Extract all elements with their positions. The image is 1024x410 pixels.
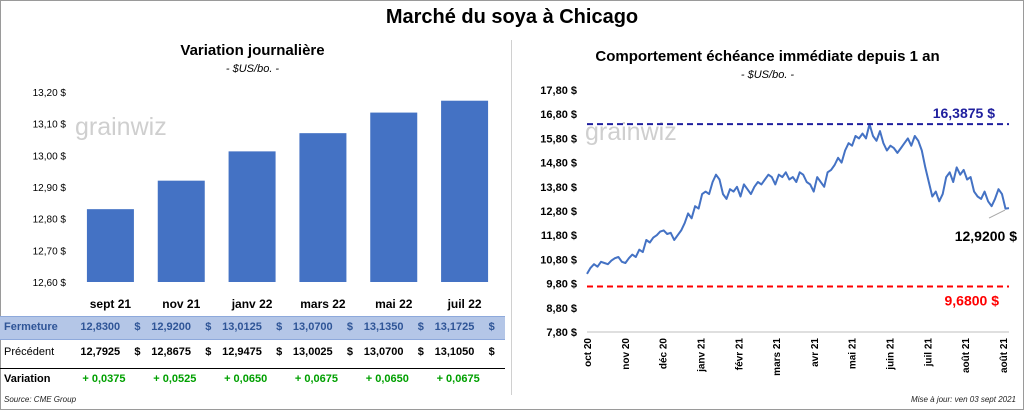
y-tick-label: 16,80 $ [540, 109, 577, 121]
y-tick-label: 15,80 $ [540, 133, 577, 145]
currency-symbol: $ [346, 346, 354, 358]
currency-symbol: $ [346, 321, 354, 333]
y-tick-label: 10,80 $ [540, 254, 577, 266]
table-cell: 12,9200 [151, 321, 192, 333]
source-note: Source: CME Group [4, 395, 77, 404]
left-chart-title: Variation journalière [180, 42, 325, 59]
x-category-label: nov 21 [162, 297, 200, 311]
x-tick-label: juin 21 [886, 338, 897, 371]
price-line [586, 123, 1010, 275]
table-cell: 13,1725 [434, 321, 475, 333]
y-tick-label: 12,70 $ [33, 246, 67, 257]
x-category-label: janv 22 [231, 297, 273, 311]
low-label: 9,6800 $ [945, 293, 1000, 309]
currency-symbol: $ [205, 346, 212, 358]
table-cell: 13,0125 [222, 321, 262, 333]
x-tick-label: mai 21 [848, 338, 859, 370]
high-label: 16,3875 $ [933, 105, 995, 121]
row-label: Fermeture [4, 321, 58, 333]
y-tick-label: 11,80 $ [541, 230, 577, 242]
y-tick-label: 14,80 $ [540, 158, 577, 170]
watermark: grainwiz [585, 118, 677, 146]
x-tick-label: févr 21 [734, 338, 745, 371]
row-label: Variation [4, 373, 51, 385]
currency-symbol: $ [488, 321, 495, 333]
bar [299, 133, 347, 282]
bar [370, 112, 418, 282]
currency-symbol: $ [276, 321, 283, 333]
y-tick-label: 17,80 $ [540, 85, 577, 97]
table-cell: + 0,0525 [153, 373, 197, 385]
bar [157, 180, 205, 282]
y-tick-label: 12,60 $ [33, 278, 67, 289]
x-tick-label: août 21 [999, 338, 1010, 373]
currency-symbol: $ [205, 321, 212, 333]
table-cell: 13,0700 [292, 321, 333, 333]
x-category-label: mars 22 [300, 297, 346, 311]
table-cell: + 0,0650 [365, 373, 409, 385]
table-cell: 13,0025 [292, 346, 333, 358]
table-cell: 12,7925 [80, 346, 121, 358]
table-row: Variation + 0,0375 + 0,0525 + 0,0650 + 0,067… [0, 368, 505, 391]
table-cell: + 0,0650 [224, 373, 268, 385]
x-tick-label: oct 20 [583, 338, 594, 367]
bar-chart: grainwiz 12,60 $ 12,70 $ 12,80 $ 12,90 $ 13,… [33, 88, 489, 311]
y-tick-label: 13,20 $ [33, 88, 67, 99]
x-tick-label: avr 21 [810, 338, 821, 367]
x-tick-label: déc 20 [659, 338, 670, 370]
right-chart-unit: - $US/bo. - [740, 69, 795, 81]
currency-symbol: $ [134, 346, 141, 358]
currency-symbol: $ [417, 321, 424, 333]
y-tick-label: 8,80 $ [546, 303, 577, 315]
table-cell: 13,1350 [363, 321, 404, 333]
y-tick-label: 13,10 $ [33, 120, 67, 131]
y-tick-label: 12,80 $ [33, 215, 67, 226]
table-cell: 13,1050 [434, 346, 475, 358]
table-cell: 12,8300 [80, 321, 121, 333]
row-label: Précédent [4, 346, 55, 358]
currency-symbol: $ [134, 321, 141, 333]
table-cell: 13,0700 [363, 346, 404, 358]
panel-divider [511, 40, 512, 395]
table-cell: 12,8675 [151, 346, 192, 358]
x-tick-label: janv 21 [696, 338, 707, 373]
right-chart-title: Comportement échéance immédiate depuis 1… [595, 48, 940, 65]
currency-symbol: $ [488, 346, 495, 358]
line-chart: grainwiz 7,80 $ 8,80 $ 9,80 $ 10,80 $ 11,80 … [540, 85, 1017, 376]
x-category-label: sept 21 [90, 297, 132, 311]
left-chart-unit: - $US/bo. - [225, 63, 280, 75]
table-cell: + 0,0675 [294, 373, 339, 385]
y-tick-label: 12,90 $ [33, 183, 67, 194]
watermark: grainwiz [75, 113, 167, 141]
table-row: Fermeture 12,8300 $12,9200 $13,0125 $13,0700… [0, 316, 505, 340]
table-cell: + 0,0675 [436, 373, 480, 385]
x-category-label: mai 22 [375, 297, 413, 311]
x-tick-label: nov 20 [621, 338, 632, 370]
y-tick-label: 9,80 $ [546, 279, 577, 291]
last-value-label: 12,9200 $ [955, 228, 1017, 244]
y-tick-label: 7,80 $ [546, 327, 577, 339]
page-title: Marché du soya à Chicago [385, 6, 639, 28]
x-tick-label: mars 21 [772, 338, 783, 376]
x-tick-label: juil 21 [923, 338, 934, 368]
table-cell: 12,9475 [222, 346, 262, 358]
bar [441, 100, 489, 282]
currency-symbol: $ [276, 346, 283, 358]
updated-note: Mise à jour: ven 03 sept 2021 [911, 395, 1016, 404]
bar [228, 151, 276, 282]
table-cell: + 0,0375 [82, 373, 126, 385]
y-tick-label: 13,80 $ [540, 182, 577, 194]
currency-symbol: $ [417, 346, 424, 358]
x-tick-label: août 21 [961, 338, 972, 373]
y-tick-label: 12,80 $ [540, 206, 577, 218]
bar [86, 209, 134, 282]
table-row: Précédent 12,7925 $12,8675 $12,9475 $13,0025… [0, 342, 505, 364]
last-value-leader [988, 209, 1006, 219]
x-category-label: juil 22 [447, 297, 482, 311]
y-tick-label: 13,00 $ [33, 151, 67, 162]
